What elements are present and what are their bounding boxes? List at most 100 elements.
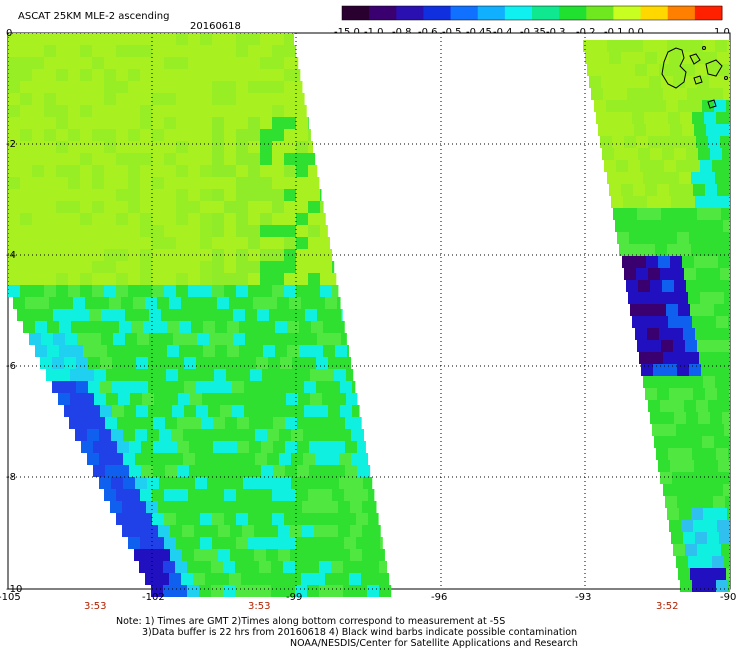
swath-cell [230, 549, 242, 561]
swath-cell [689, 496, 701, 508]
swath-cell [56, 261, 68, 273]
swath-cell [660, 268, 672, 280]
swath-cell [176, 141, 188, 153]
swath-cell [212, 129, 224, 141]
swath-cell [643, 244, 655, 256]
swath-cell [703, 376, 715, 388]
swath-cell [164, 93, 176, 105]
swath-cell [655, 376, 667, 388]
swath-cell [118, 393, 130, 405]
colorbar-swatch [450, 6, 479, 20]
swath-cell [695, 64, 707, 76]
swath-cell [621, 184, 633, 196]
swath-cell [248, 261, 260, 273]
swath-cell [675, 220, 687, 232]
swath-cell [104, 129, 116, 141]
swath-cell [275, 345, 287, 357]
swath-cell [350, 549, 362, 561]
swath-cell [248, 129, 260, 141]
swath-cell [632, 112, 644, 124]
swath-cell [56, 81, 68, 93]
swath-cell [182, 525, 194, 537]
swath-cell [727, 508, 730, 520]
swath-cell [207, 477, 219, 489]
swath-cell [151, 585, 163, 597]
swath-cell [241, 573, 253, 585]
swath-cell [700, 160, 712, 172]
swath-cell [200, 213, 212, 225]
swath-cell [64, 357, 76, 369]
swath-cell [116, 177, 128, 189]
swath-cell [116, 489, 128, 501]
swath-cell [711, 484, 723, 496]
swath-cell [140, 69, 152, 81]
swath-cell [212, 489, 224, 501]
swath-cell [261, 417, 273, 429]
swath-cell [8, 33, 20, 45]
swath-cell [152, 285, 164, 297]
swath-cell [641, 364, 653, 376]
swath-cell [200, 33, 212, 45]
swath-cell [166, 369, 178, 381]
swath-cell [236, 105, 248, 117]
colorbar-swatch [559, 6, 587, 20]
swath-cell [254, 501, 266, 513]
x-axis-label: -90 [720, 592, 736, 603]
swath-cell [154, 369, 166, 381]
swath-cell [80, 117, 92, 129]
swath-cell [116, 69, 128, 81]
swath-cell [225, 417, 237, 429]
swath-cell [649, 76, 661, 88]
swath-cell [714, 436, 726, 448]
swath-cell [224, 537, 236, 549]
swath-cell [637, 76, 649, 88]
swath-cell [128, 57, 140, 69]
swath-cell [327, 429, 339, 441]
swath-cell [700, 556, 712, 568]
swath-cell [20, 165, 32, 177]
swath-cell [345, 441, 357, 453]
swath-cell [35, 321, 47, 333]
swath-cell [75, 429, 87, 441]
colorbar-swatch [586, 6, 614, 20]
swath-cell [272, 165, 284, 177]
swath-cell [141, 465, 153, 477]
swath-cell [125, 309, 137, 321]
swath-cell [716, 448, 728, 460]
swath-cell [128, 105, 140, 117]
swath-cell [116, 45, 128, 57]
swath-cell [128, 33, 140, 45]
swath-cell [155, 345, 167, 357]
swath-cell [260, 537, 272, 549]
swath-cell [341, 309, 343, 321]
swath-cell [104, 189, 116, 201]
swath-cell [208, 381, 220, 393]
swath-cell [344, 513, 356, 525]
swath-cell [175, 561, 187, 573]
swath-cell [68, 69, 80, 81]
swath-cell [243, 477, 255, 489]
swath-cell [333, 465, 345, 477]
swath-cell [143, 345, 155, 357]
swath-cell [651, 352, 663, 364]
swath-cell [220, 405, 232, 417]
swath-cell [32, 33, 44, 45]
swath-cell [665, 364, 677, 376]
swath-cell [728, 448, 730, 460]
swath-cell [44, 189, 56, 201]
swath-cell [104, 153, 116, 165]
swath-cell [68, 261, 80, 273]
swath-cell [682, 124, 694, 136]
swath-cell [263, 345, 275, 357]
swath-cell [236, 249, 248, 261]
swath-cell [123, 477, 135, 489]
swath-cell [260, 237, 272, 249]
swath-cell [644, 316, 656, 328]
swath-cell [8, 45, 20, 57]
swath-cell [697, 544, 709, 556]
swath-cell [322, 393, 334, 405]
swath-cell [207, 429, 219, 441]
swath-cell [296, 201, 308, 213]
swath-cell [92, 249, 104, 261]
swath-cell [154, 393, 166, 405]
